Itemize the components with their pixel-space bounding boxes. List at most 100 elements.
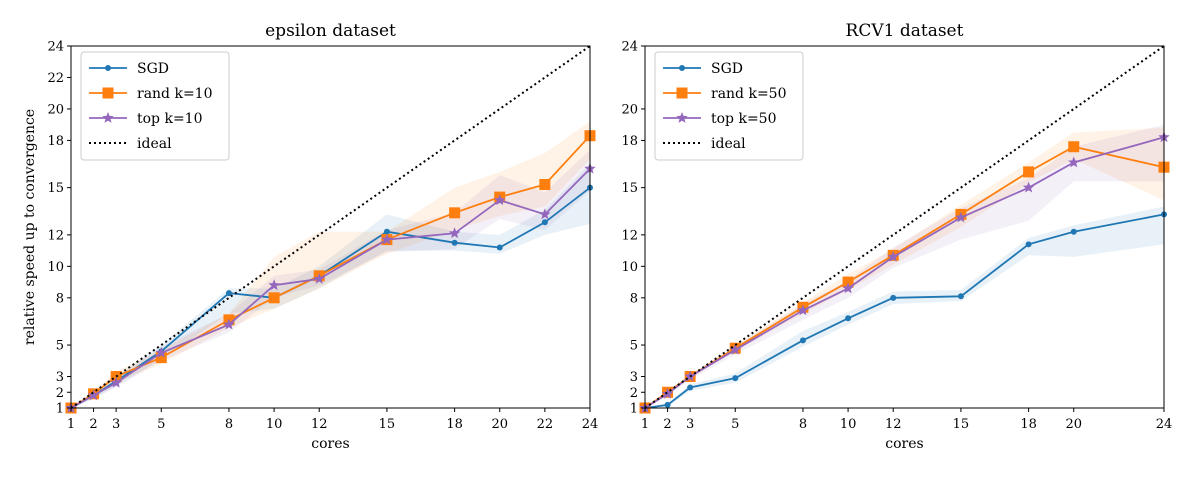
legend-label: ideal (711, 136, 746, 152)
data-point (313, 272, 325, 284)
ideal-line (70, 45, 591, 409)
x-tick-label: 3 (686, 417, 694, 432)
y-tick-label: 1 (56, 402, 64, 417)
data-point (1023, 166, 1035, 178)
x-tick-label: 1 (67, 417, 75, 432)
y-tick-label: 15 (47, 181, 64, 196)
y-tick-label: 8 (630, 291, 638, 306)
x-axis-label: cores (885, 436, 923, 452)
data-point (687, 384, 694, 391)
y-tick-label: 3 (56, 370, 64, 385)
data-point (449, 207, 461, 219)
data-point (110, 376, 122, 388)
data-point (494, 194, 506, 206)
data-point (1022, 181, 1035, 193)
series-line (644, 145, 1165, 409)
data-point (842, 282, 854, 294)
legend-label: top k=10 (137, 111, 203, 127)
y-tick-label: 12 (47, 228, 64, 243)
x-tick-label: 18 (446, 417, 463, 432)
x-tick-label: 8 (799, 417, 807, 432)
chart-panel-1: 1 2 3 5 8 10 12 15 18 20 22 241235810121518202224ep… (22, 21, 598, 452)
x-tick-label: 12 (311, 417, 328, 432)
data-point (729, 343, 741, 355)
y-tick-label: 12 (621, 228, 638, 243)
data-point (842, 276, 854, 288)
data-point (223, 318, 235, 330)
data-point (955, 211, 967, 223)
x-tick-label: 20 (1065, 417, 1082, 432)
x-axis-label: cores (311, 436, 349, 452)
data-point (541, 219, 548, 226)
x-tick-label: 15 (379, 417, 396, 432)
y-tick-label: 2 (630, 386, 638, 401)
legend-label: ideal (137, 136, 172, 152)
x-tick-label: 10 (840, 417, 857, 432)
legend-label: SGD (137, 61, 169, 77)
y-axis-label: relative speed up to convergence (22, 109, 38, 345)
y-tick-label: 2 (56, 386, 64, 401)
data-point (1025, 241, 1032, 248)
y-tick-label: 18 (621, 134, 638, 149)
data-point (797, 304, 809, 316)
data-point (225, 290, 232, 297)
y-tick-label: 20 (47, 102, 64, 117)
y-tick-label: 18 (47, 134, 64, 149)
x-tick-label: 18 (1020, 417, 1037, 432)
confidence-band (71, 149, 590, 408)
y-tick-label: 1 (630, 402, 638, 417)
data-point (890, 294, 897, 301)
x-tick-label: 24 (1156, 417, 1173, 432)
y-tick-label: 24 (621, 40, 638, 55)
data-point (539, 179, 551, 191)
legend-marker (102, 87, 114, 99)
legend: SGD rand k=50 top k=50 ideal (654, 51, 804, 161)
legend-marker (676, 112, 688, 123)
data-point (268, 279, 280, 291)
legend-label: top k=50 (711, 111, 777, 127)
data-point (268, 292, 280, 304)
x-tick-label: 2 (89, 417, 97, 432)
data-point (957, 293, 964, 300)
legend-label: rand k=50 (711, 86, 787, 102)
legend: SGD rand k=10 top k=10 ideal (80, 51, 230, 161)
data-point (496, 244, 503, 251)
legend-label: SGD (711, 61, 743, 77)
x-tick-label: 10 (266, 417, 283, 432)
confidence-band (645, 124, 1164, 408)
x-tick-label: 1 (641, 417, 649, 432)
data-point (1070, 228, 1077, 235)
legend-marker (679, 65, 685, 71)
data-point (155, 346, 167, 358)
x-tick-label: 3 (112, 417, 120, 432)
chart-title: epsilon dataset (265, 21, 396, 41)
x-tick-label: 5 (731, 417, 739, 432)
series-line (70, 168, 591, 409)
data-point (664, 401, 671, 408)
legend-label: rand k=10 (137, 86, 213, 102)
y-tick-label: 5 (630, 339, 638, 354)
data-point (451, 239, 458, 246)
y-tick-label: 10 (621, 260, 638, 275)
x-tick-label: 8 (225, 417, 233, 432)
legend-marker (676, 87, 688, 99)
data-point (539, 208, 551, 220)
data-point (87, 389, 100, 401)
y-tick-label: 24 (47, 40, 64, 55)
y-tick-label: 15 (621, 181, 638, 196)
y-tick-label: 5 (56, 339, 64, 354)
x-tick-label: 2 (663, 417, 671, 432)
x-tick-label: 22 (537, 417, 554, 432)
data-point (799, 337, 806, 344)
y-tick-label: 20 (621, 102, 638, 117)
legend-marker (102, 112, 114, 123)
y-tick-label: 22 (47, 71, 64, 86)
plot-frame (70, 45, 591, 409)
y-tick-label: 10 (47, 260, 64, 275)
data-point (155, 352, 167, 364)
legend-box (80, 51, 230, 161)
x-tick-label: 15 (953, 417, 970, 432)
data-point (732, 375, 739, 382)
